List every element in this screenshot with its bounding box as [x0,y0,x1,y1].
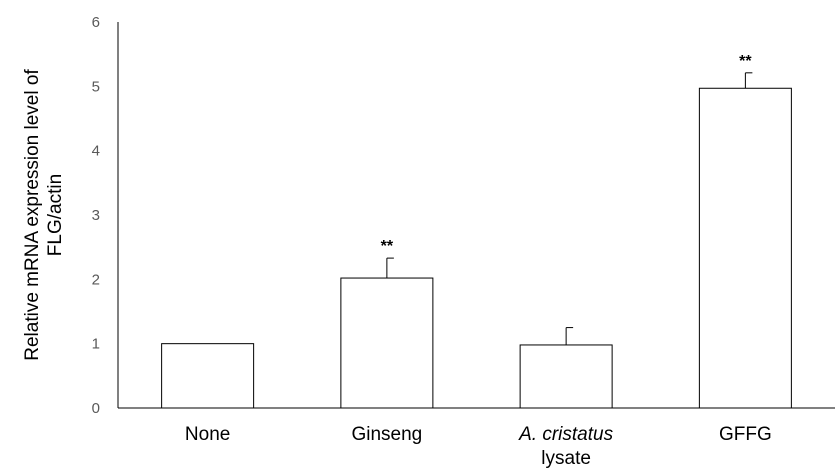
y-tick-label: 1 [92,336,100,353]
bar [519,344,613,409]
x-category-label: GFFG [719,424,772,445]
y-tick-label: 6 [92,14,100,31]
error-bars [386,72,753,345]
significance-marker: ** [739,53,752,70]
bar [340,277,434,409]
y-tick-label: 0 [92,400,100,417]
significance-marker: ** [381,238,394,255]
y-axis-label-line-2: FLG/actin [45,174,66,256]
y-axis-label: Relative mRNA expression level of FLG/ac… [22,69,66,361]
y-tick-label: 4 [92,143,100,160]
x-category-label: None [185,424,230,445]
y-tick-label: 5 [92,78,100,95]
y-tick-label: 3 [92,207,100,224]
bars [161,87,792,409]
x-category-label: Ginseng [351,424,422,445]
bar [698,87,792,409]
significance-markers: ** ** [381,53,753,255]
y-axis-label-line-1: Relative mRNA expression level of [22,69,43,361]
x-category-label: A. cristatus [518,424,613,445]
y-tick-label: 2 [92,271,100,288]
bar [161,343,255,409]
y-axis-ticks: 0 1 2 3 4 5 6 [92,14,100,417]
x-category-label-line-2: lysate [541,448,591,468]
x-axis-categories: None Ginseng A. cristatus lysate GFFG [185,424,772,468]
